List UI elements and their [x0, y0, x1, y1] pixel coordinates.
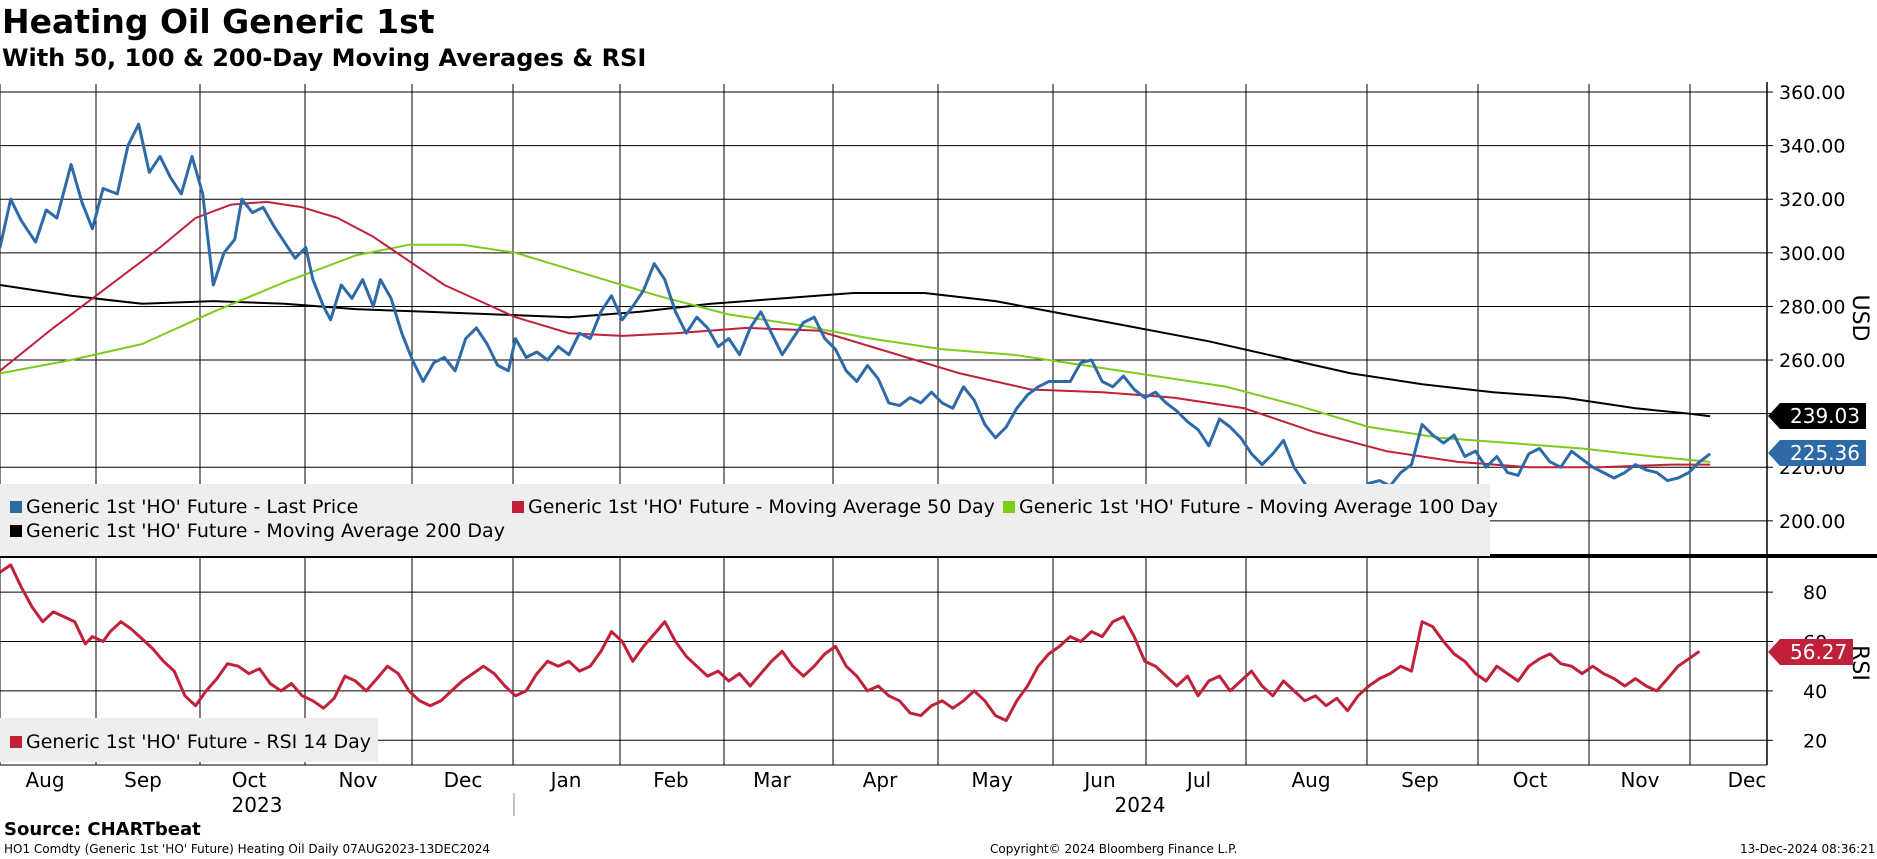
- price-tick-label: 280.00: [1779, 296, 1845, 318]
- x-tick-label: Jun: [1082, 768, 1115, 792]
- legend-last-price[interactable]: Generic 1st 'HO' Future - Last Price: [10, 496, 358, 518]
- x-tick-label: Sep: [1401, 768, 1439, 792]
- x-tick-label: Nov: [1620, 768, 1659, 792]
- x-tick-label: Mar: [753, 768, 792, 792]
- legend-swatch-last-price: [10, 501, 22, 513]
- legend-label-ma50: Generic 1st 'HO' Future - Moving Average…: [528, 496, 995, 518]
- legend-label-last-price: Generic 1st 'HO' Future - Last Price: [26, 496, 359, 518]
- price-tick-label: 200.00: [1779, 511, 1845, 533]
- legend-swatch-ma50: [512, 501, 524, 513]
- x-tick-label: Oct: [232, 768, 267, 792]
- footer-timestamp: 13-Dec-2024 08:36:21: [1740, 842, 1876, 856]
- legend-ma50[interactable]: Generic 1st 'HO' Future - Moving Average…: [512, 496, 995, 518]
- series-rsi-line: [0, 563, 1701, 722]
- year-label: 2024: [1115, 793, 1166, 817]
- footer-description: HO1 Comdty (Generic 1st 'HO' Future) Hea…: [4, 842, 490, 856]
- price-value-tag: 225.36: [1768, 440, 1866, 466]
- chart-title: Heating Oil Generic 1st: [2, 2, 435, 41]
- x-tick-label: Nov: [338, 768, 377, 792]
- x-tick-label: Oct: [1513, 768, 1548, 792]
- price-axis-label: USD: [1847, 294, 1872, 341]
- legend-label-ma200: Generic 1st 'HO' Future - Moving Average…: [26, 520, 505, 542]
- price-tick-label: 260.00: [1779, 350, 1845, 372]
- rsi-tick-label: 20: [1803, 730, 1827, 752]
- series-ma100-line: [0, 243, 1711, 463]
- price-tick-label: 320.00: [1779, 189, 1845, 211]
- x-tick-label: Dec: [444, 768, 483, 792]
- ma200-value-tag: 239.03: [1768, 403, 1866, 429]
- price-tick-label: 340.00: [1779, 136, 1845, 158]
- footer-copyright: Copyright© 2024 Bloomberg Finance L.P.: [990, 842, 1238, 856]
- series-last-price-line: [0, 122, 1712, 507]
- legend-swatch-rsi: [10, 736, 22, 748]
- series-ma50-line: [0, 200, 1711, 469]
- footer-source: Source: CHARTbeat: [4, 819, 201, 840]
- x-tick-label: Jul: [1185, 768, 1211, 792]
- price-tick-label: 360.00: [1779, 82, 1845, 104]
- chart-subtitle: With 50, 100 & 200-Day Moving Averages &…: [2, 44, 647, 72]
- legend-label-ma100: Generic 1st 'HO' Future - Moving Average…: [1019, 496, 1498, 518]
- x-tick-label: Aug: [25, 768, 64, 792]
- rsi-tick-label: 80: [1803, 582, 1827, 604]
- x-tick-label: Jan: [549, 768, 582, 792]
- legend-rsi[interactable]: Generic 1st 'HO' Future - RSI 14 Day: [10, 731, 371, 753]
- price-tick-label: 300.00: [1779, 243, 1845, 265]
- price-legend-box: [0, 484, 1490, 556]
- legend-label-rsi: Generic 1st 'HO' Future - RSI 14 Day: [26, 731, 372, 753]
- legend-swatch-ma200: [10, 525, 22, 537]
- rsi-value-tag: 56.27: [1767, 639, 1854, 665]
- rsi-tick-label: 40: [1803, 681, 1827, 703]
- legend-ma100[interactable]: Generic 1st 'HO' Future - Moving Average…: [1003, 496, 1498, 518]
- x-tick-label: Apr: [863, 768, 898, 792]
- year-label: 2023: [232, 793, 283, 817]
- x-tick-label: Aug: [1291, 768, 1330, 792]
- x-tick-label: May: [971, 768, 1013, 792]
- legend-ma200[interactable]: Generic 1st 'HO' Future - Moving Average…: [10, 520, 505, 542]
- x-tick-label: Feb: [653, 768, 688, 792]
- series-ma200-line: [0, 284, 1711, 418]
- rsi-legend-box: [0, 718, 378, 762]
- x-tick-label: Dec: [1728, 768, 1767, 792]
- x-tick-label: Sep: [124, 768, 162, 792]
- legend-swatch-ma100: [1003, 501, 1015, 513]
